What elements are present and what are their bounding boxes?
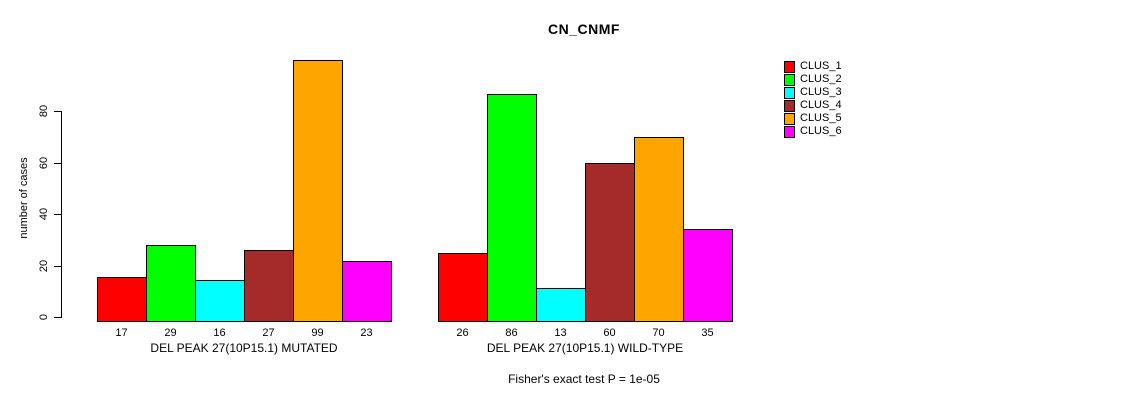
legend-swatch-icon — [784, 86, 795, 99]
legend-swatch-icon — [784, 60, 795, 73]
x-axis-group-label: DEL PEAK 27(10P15.1) MUTATED — [150, 341, 338, 355]
y-axis-label: number of cases — [18, 157, 30, 239]
bar-clus_3-group2 — [536, 287, 586, 322]
bar-clus_5-group2 — [634, 136, 684, 322]
y-tick-label: 60 — [38, 156, 50, 169]
y-tick-label: 20 — [38, 259, 50, 272]
bar-clus_2-group2 — [487, 94, 537, 322]
legend-label: CLUS_2 — [800, 73, 842, 85]
chart-title: CN_CNMF — [548, 21, 620, 37]
bar-value-label: 17 — [115, 327, 128, 339]
bar-clus_1-group1 — [97, 276, 147, 322]
bar-value-label: 26 — [456, 327, 469, 339]
legend-item-clus_1: CLUS_1 — [784, 60, 842, 73]
bar-value-label: 86 — [505, 327, 518, 339]
y-axis-line — [61, 111, 62, 318]
bar-value-label: 29 — [164, 327, 177, 339]
legend-item-clus_5: CLUS_5 — [784, 112, 842, 125]
y-tick-mark — [54, 111, 61, 112]
footnote-fisher-test: Fisher's exact test P = 1e-05 — [508, 372, 660, 386]
bar-clus_4-group2 — [585, 163, 635, 322]
bar-value-label: 35 — [701, 327, 714, 339]
legend-item-clus_2: CLUS_2 — [784, 73, 842, 86]
legend-swatch-icon — [784, 125, 795, 138]
bar-clus_6-group1 — [342, 261, 392, 322]
bar-value-label: 70 — [652, 327, 665, 339]
bar-clus_1-group2 — [438, 253, 488, 322]
legend-label: CLUS_6 — [800, 125, 842, 137]
bar-value-label: 27 — [262, 327, 275, 339]
legend-swatch-icon — [784, 73, 795, 86]
legend-label: CLUS_5 — [800, 112, 842, 124]
legend-item-clus_4: CLUS_4 — [784, 99, 842, 112]
y-tick-mark — [54, 317, 61, 318]
bar-value-label: 99 — [311, 327, 324, 339]
legend: CLUS_1 CLUS_2 CLUS_3 CLUS_4 CLUS_5 CLUS_6 — [784, 60, 842, 138]
bar-clus_2-group1 — [146, 245, 196, 322]
legend-label: CLUS_3 — [800, 86, 842, 98]
y-tick-mark — [54, 214, 61, 215]
legend-swatch-icon — [784, 112, 795, 125]
legend-swatch-icon — [784, 99, 795, 112]
bar-clus_3-group1 — [195, 279, 245, 322]
y-tick-mark — [54, 265, 61, 267]
legend-item-clus_6: CLUS_6 — [784, 125, 842, 138]
legend-label: CLUS_4 — [800, 99, 842, 111]
bar-clus_4-group1 — [244, 250, 294, 322]
bar-clus_5-group1 — [293, 59, 343, 322]
y-tick-label: 40 — [38, 207, 50, 221]
y-tick-label: 80 — [38, 104, 50, 118]
x-axis-group-label: DEL PEAK 27(10P15.1) WILD-TYPE — [486, 341, 684, 355]
y-tick-label: 0 — [38, 313, 50, 321]
bar-value-label: 16 — [213, 327, 226, 339]
y-tick-mark — [54, 162, 61, 164]
bar-clus_6-group2 — [683, 229, 733, 322]
legend-label: CLUS_1 — [800, 60, 842, 72]
bar-value-label: 60 — [603, 327, 616, 339]
legend-item-clus_3: CLUS_3 — [784, 86, 842, 99]
bar-value-label: 13 — [554, 327, 567, 339]
bar-value-label: 23 — [360, 327, 373, 339]
